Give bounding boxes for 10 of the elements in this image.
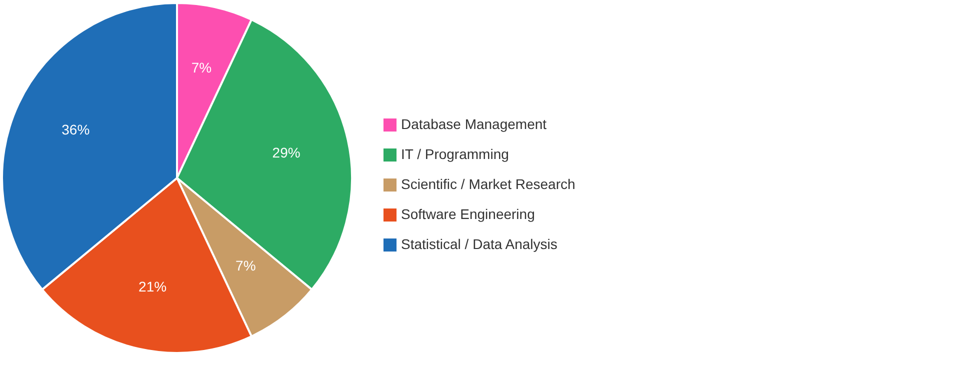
legend-label: Scientific / Market Research [401, 176, 576, 192]
data-label: 7% [236, 257, 256, 274]
data-label: 21% [138, 278, 167, 294]
data-label: 29% [272, 144, 300, 161]
legend-label: Database Management [401, 116, 547, 132]
data-label: 36% [62, 121, 90, 138]
legend-label: IT / Programming [401, 146, 509, 162]
data-label: 7% [191, 60, 212, 76]
legend-label: Software Engineering [401, 206, 535, 222]
legend-label: Statistical / Data Analysis [401, 236, 558, 252]
